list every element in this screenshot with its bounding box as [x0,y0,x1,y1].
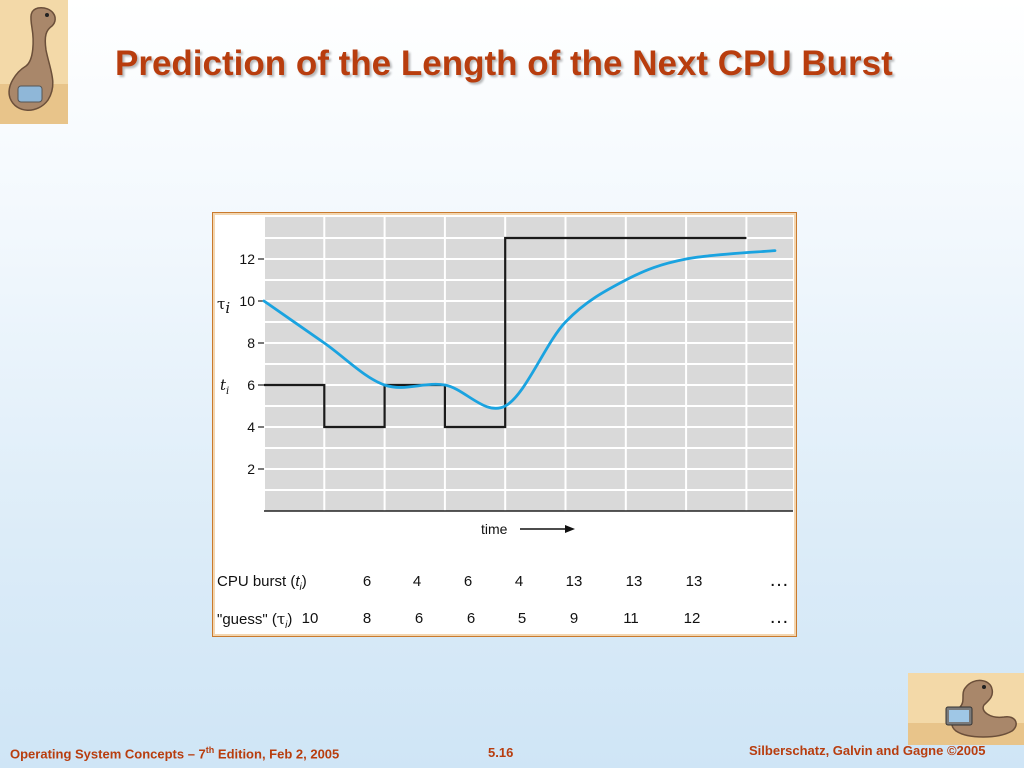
dinosaur-logo-top [0,0,68,124]
dinosaur-logo-bottom [908,673,1024,745]
footer-course: Operating System Concepts – 7th Edition,… [10,745,340,762]
cpu-burst-ellipsis: … [769,569,789,591]
guess-value: 9 [569,610,579,627]
footer-page-number: 5.16 [488,745,514,760]
footer-copyright: Silberschatz, Galvin and Gagne ©2005 [749,743,986,758]
cpu-burst-value: 6 [463,573,473,590]
x-axis-label: time [481,521,508,537]
guess-value: 12 [683,610,701,627]
y-tick-label: 4 [247,419,255,435]
y-label-tau: τi [217,295,230,317]
chart-figure: 2 4 6 8 10 12 τi ti time CPU burst (ti) 6 4 6 4 1… [212,212,797,637]
time-arrow-head [565,525,575,533]
cpu-burst-row-label: CPU burst (ti) [217,573,307,593]
y-tick-label: 2 [247,461,255,477]
cpu-burst-value: 4 [514,573,524,590]
burst-prediction-chart: 2 4 6 8 10 12 τi ti time [217,217,793,537]
guess-value: 6 [414,610,424,627]
cpu-burst-value: 6 [362,573,372,590]
cpu-burst-step-line [264,236,747,429]
slide-title: Prediction of the Length of the Next CPU… [115,44,893,83]
guess-prediction-curve [262,249,777,410]
guess-value: 6 [466,610,476,627]
guess-value: 8 [362,610,372,627]
y-axis-ticks: 2 4 6 8 10 12 [239,251,264,477]
cpu-burst-value: 13 [565,573,583,590]
guess-value: 5 [517,610,527,627]
y-tick-label: 6 [247,377,255,393]
y-tick-label: 12 [239,251,255,267]
cpu-burst-value: 4 [412,573,422,590]
y-label-t: ti [220,376,229,397]
y-tick-label: 10 [239,293,255,309]
guess-value: 11 [623,610,639,627]
y-tick-label: 8 [247,335,255,351]
guess-value: 10 [301,610,319,627]
guess-ellipsis: … [769,606,789,628]
cpu-burst-value: 13 [625,573,643,590]
guess-row-label: "guess" (τi) [217,610,293,631]
cpu-burst-value: 13 [685,573,703,590]
